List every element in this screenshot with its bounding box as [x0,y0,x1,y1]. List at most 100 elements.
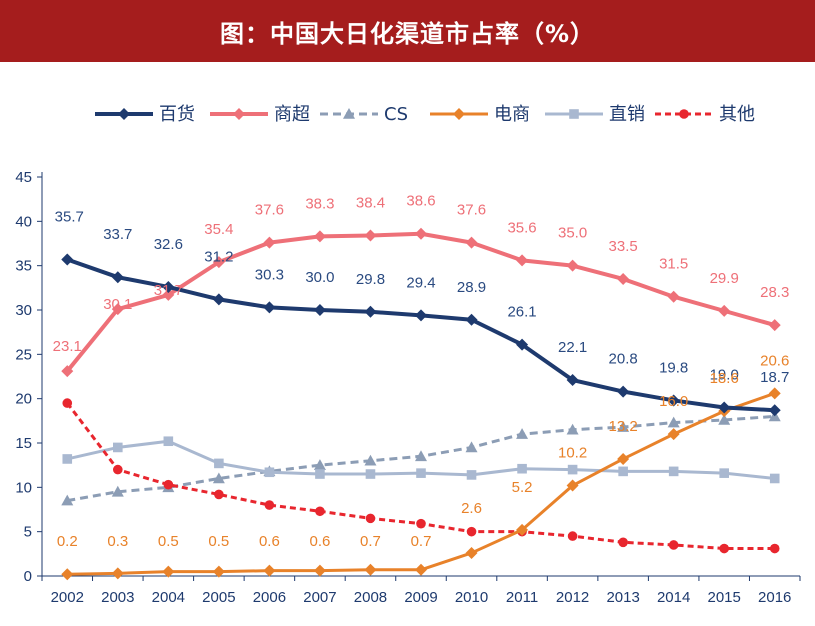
data-label-百货: 29.8 [356,271,385,288]
data-point [566,479,579,492]
legend: 百货 商超 CS 电商 直销 其他 [95,104,755,125]
legend-marker [233,108,245,120]
legend-label: 百货 [159,104,195,125]
series-layer [61,227,781,581]
data-label-百货: 26.1 [507,304,536,321]
series-CS [61,410,781,506]
chart-title: 图：中国大日化渠道市占率（%） [219,19,596,48]
data-point [61,253,74,266]
data-label-百货: 19.0 [710,367,739,384]
data-point [212,565,225,578]
data-point [516,428,529,439]
x-tick-label: 2013 [606,589,639,606]
axes: 0 5 10 15 20 25 30 35 40 45 2002 2003 2004 2005 2006 20… [15,169,801,606]
data-point [315,506,325,517]
y-tick-label: 5 [24,524,32,541]
data-label-商超: 33.5 [609,238,638,255]
y-tick-label: 25 [15,346,32,363]
x-tick-label: 2003 [101,589,134,606]
data-label-百货: 33.7 [103,226,132,243]
data-label-百货: 29.4 [406,274,435,291]
data-point [415,309,427,322]
data-point [566,423,579,435]
data-point [566,259,579,272]
data-point [769,543,780,554]
data-label-百货: 22.1 [558,339,587,356]
data-point [718,401,731,414]
data-label-商超: 30.1 [103,296,132,313]
data-label-商超: 31.5 [659,256,688,273]
series-直销 [62,436,780,484]
data-label-百货: 32.6 [154,236,183,253]
data-point [465,546,478,559]
data-label-百货: 20.8 [609,351,638,368]
data-label-电商: 13.2 [609,418,638,435]
data-point [61,494,74,506]
y-tick-label: 10 [15,479,32,496]
x-tick-label: 2006 [253,589,286,606]
data-point [111,485,124,497]
data-point [315,469,325,479]
data-point [567,531,578,541]
data-point [162,288,175,301]
data-point [516,523,529,536]
legend-label: CS [384,104,408,125]
legend-label: 直销 [609,104,645,125]
data-label-电商: 0.6 [259,533,280,550]
data-point [111,303,124,316]
data-point [415,563,427,576]
series-其他 [62,398,780,554]
data-point [214,458,224,469]
data-point [313,459,326,470]
y-tick-label: 30 [15,302,32,319]
x-tick-label: 2015 [708,589,741,606]
x-tick-label: 2005 [202,589,235,606]
data-label-商超: 37.6 [255,202,284,219]
data-point [264,467,275,478]
data-point [264,500,275,510]
data-point [617,385,630,398]
data-point [263,301,276,314]
data-point [719,543,729,554]
legend-marker [343,108,355,119]
data-point [364,305,377,318]
data-label-电商: 20.6 [760,352,789,369]
data-label-电商: 5.2 [512,479,533,496]
x-tick-label: 2012 [556,589,589,606]
data-point [313,564,326,577]
data-point [415,450,427,462]
data-label-商超: 38.3 [305,195,334,212]
data-point [667,416,680,428]
data-point [313,230,326,243]
data-label-商超: 23.1 [53,338,82,355]
data-label-百货: 35.7 [55,208,84,225]
data-point [618,466,628,477]
data-point [364,229,377,242]
data-label-电商: 0.2 [57,533,78,550]
data-point [516,338,529,351]
y-tick-label: 45 [15,169,32,186]
data-point [416,468,426,478]
data-point [113,442,123,453]
data-point [162,565,175,578]
y-tick-label: 40 [15,213,32,230]
x-tick-label: 2016 [758,589,791,606]
data-point [768,387,781,400]
legend-label: 商超 [274,104,310,125]
legend-marker [118,108,130,120]
data-point [517,463,527,474]
data-label-商超: 38.4 [356,195,385,212]
data-point [364,454,377,466]
data-point [618,537,628,548]
data-label-电商: 0.6 [310,533,331,550]
data-point [768,404,781,417]
data-label-电商: 0.5 [208,533,229,550]
x-tick-label: 2014 [657,589,690,606]
x-tick-label: 2009 [404,589,437,606]
data-label-百货: 18.7 [760,369,789,386]
data-point [61,568,74,581]
data-label-商超: 38.6 [406,193,435,210]
data-point [667,290,680,303]
data-label-百货: 19.8 [659,359,688,376]
data-point [61,365,74,378]
